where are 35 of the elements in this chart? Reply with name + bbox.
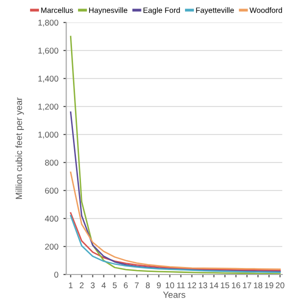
x-tick-label: 6 [124,282,128,288]
line-series [70,36,281,274]
x-tick-label: 12 [188,282,196,288]
x-tick-label: 7 [134,282,139,288]
y-axis-title: Million cubic feet per year [15,97,24,199]
x-tick-label: 11 [177,282,185,288]
x-tick-label: 4 [102,282,106,288]
x-tick-label: 17 [242,282,252,288]
x-tick-label: 5 [112,282,117,288]
y-tick-label: 1,800 [38,20,58,27]
x-tick-label: 10 [166,282,174,288]
x-tick-label: 9 [156,282,161,288]
x-tick-label: 19 [265,282,274,288]
x-tick-label: 14 [210,282,218,288]
x-axis-title: Years [163,292,186,298]
x-tick-label: 13 [198,282,208,288]
y-tick-label: 0 [54,272,58,278]
y-tick-label: 1,000 [38,132,58,139]
y-tick-label: 600 [45,188,58,194]
y-tick-label: 200 [45,244,58,250]
y-tick-label: 1,200 [38,104,58,111]
y-tick-label: 800 [45,160,58,166]
x-tick-label: 2 [80,282,84,288]
y-tick-label: 1,400 [38,76,58,83]
line-series [70,111,281,272]
x-tick-label: 16 [232,282,240,288]
x-tick-label: 15 [220,282,230,288]
y-tick-label: 1,600 [38,48,58,55]
x-tick-label: 8 [146,282,150,288]
x-tick-label: 18 [254,282,262,288]
line-series [70,172,281,270]
x-tick-label: 3 [90,282,95,288]
x-tick-label: 20 [276,282,284,288]
y-tick-label: 400 [44,216,58,222]
x-tick-label: 1 [68,282,73,288]
